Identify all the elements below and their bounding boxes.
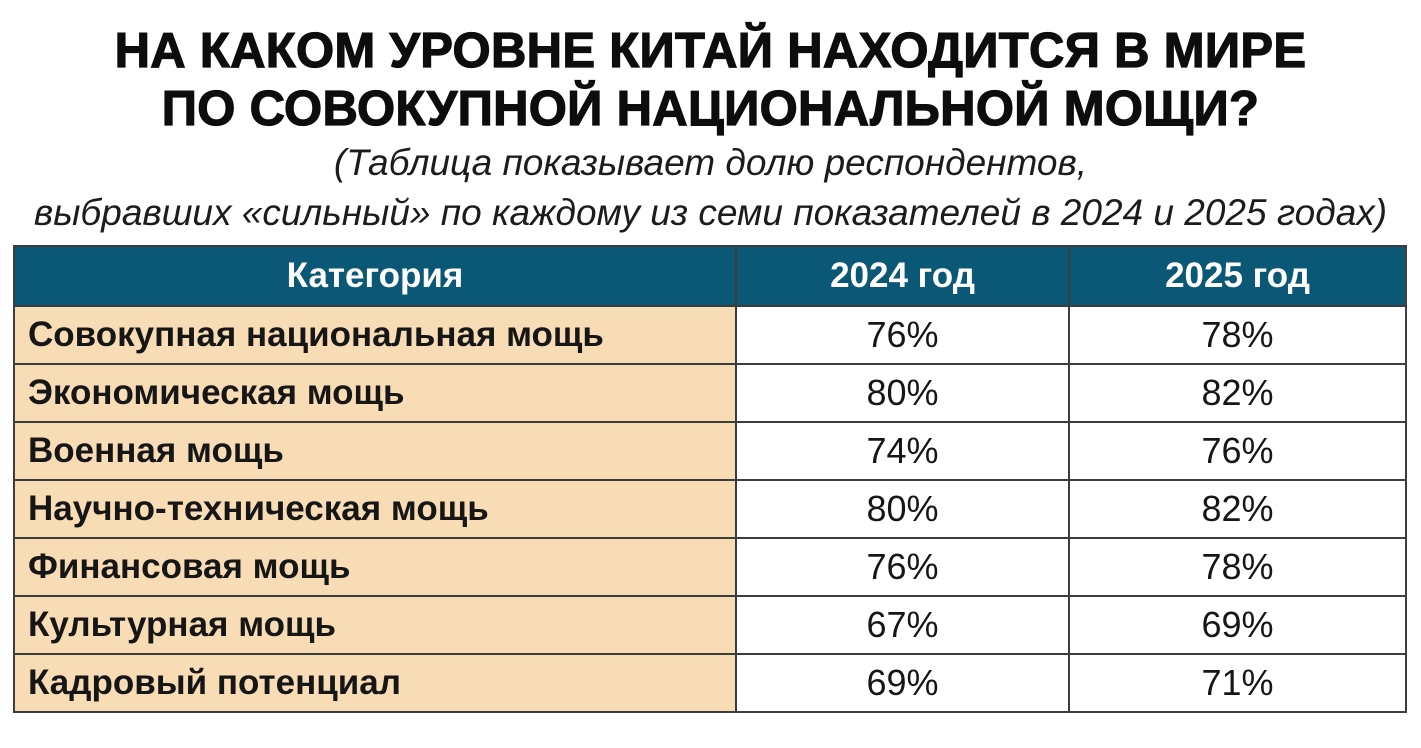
data-table-container: Категория 2024 год 2025 год Совокупная н… [13, 245, 1407, 713]
table-row: Экономическая мощь 80% 82% [13, 363, 1407, 423]
title-line-2: ПО СОВОКУПНОЙ НАЦИОНАЛЬНОЙ МОЩИ? [161, 81, 1260, 136]
value-2025-cell: 82% [1068, 363, 1407, 423]
value-2024-cell: 69% [735, 653, 1070, 713]
column-header-2024: 2024 год [735, 245, 1070, 307]
value-2025-cell: 69% [1068, 595, 1407, 655]
value-2024-cell: 76% [735, 305, 1070, 365]
value-2025-cell: 82% [1068, 479, 1407, 539]
category-cell: Финансовая мощь [13, 537, 737, 597]
value-2025-cell: 71% [1068, 653, 1407, 713]
category-cell: Совокупная национальная мощь [13, 305, 737, 365]
value-2024-cell: 67% [735, 595, 1070, 655]
table-row: Военная мощь 74% 76% [13, 421, 1407, 481]
subtitle-line-1: (Таблица показывает долю респондентов, [333, 142, 1088, 183]
title-line-1: НА КАКОМ УРОВНЕ КИТАЙ НАХОДИТСЯ В МИРЕ [114, 23, 1307, 78]
value-2024-cell: 80% [735, 363, 1070, 423]
table-row: Совокупная национальная мощь 76% 78% [13, 305, 1407, 365]
table-row: Кадровый потенциал 69% 71% [13, 653, 1407, 713]
value-2024-cell: 76% [735, 537, 1070, 597]
chart-title: НА КАКОМ УРОВНЕ КИТАЙ НАХОДИТСЯ В МИРЕ П… [0, 22, 1421, 138]
value-2025-cell: 78% [1068, 537, 1407, 597]
column-header-category: Категория [13, 245, 737, 307]
value-2024-cell: 80% [735, 479, 1070, 539]
table-body: Совокупная национальная мощь 76% 78% Эконом… [13, 305, 1407, 713]
table-header-row: Категория 2024 год 2025 год [13, 245, 1407, 307]
chart-subtitle: (Таблица показывает долю респондентов, в… [0, 138, 1421, 238]
table-row: Научно-техническая мощь 80% 82% [13, 479, 1407, 539]
category-cell: Экономическая мощь [13, 363, 737, 423]
category-cell: Культурная мощь [13, 595, 737, 655]
table-row: Культурная мощь 67% 69% [13, 595, 1407, 655]
data-table: Категория 2024 год 2025 год Совокупная н… [13, 245, 1407, 713]
category-cell: Научно-техническая мощь [13, 479, 737, 539]
subtitle-line-2: выбравших «сильный» по каждому из семи п… [33, 192, 1388, 233]
category-cell: Военная мощь [13, 421, 737, 481]
table-row: Финансовая мощь 76% 78% [13, 537, 1407, 597]
value-2025-cell: 78% [1068, 305, 1407, 365]
value-2025-cell: 76% [1068, 421, 1407, 481]
category-cell: Кадровый потенциал [13, 653, 737, 713]
column-header-2025: 2025 год [1068, 245, 1407, 307]
value-2024-cell: 74% [735, 421, 1070, 481]
